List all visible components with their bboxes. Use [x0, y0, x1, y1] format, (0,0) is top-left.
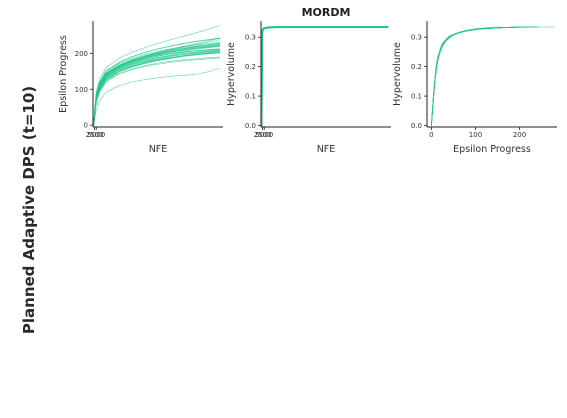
series-line-8: [431, 26, 533, 126]
series-line-2: [260, 26, 389, 127]
series-line-17: [93, 49, 221, 126]
y-tick-label: 0.1: [411, 93, 422, 101]
series-line-28: [93, 37, 221, 126]
series-line-6: [431, 26, 539, 126]
series-line-11: [431, 26, 555, 126]
y-axis-label: Epsilon Progress: [58, 35, 69, 113]
series-line-25: [93, 52, 221, 126]
row-label: Planned Adaptive DPS (t=10): [20, 86, 38, 334]
x-axis-label: NFE: [149, 144, 168, 155]
x-tick-label: 100: [469, 131, 482, 139]
x-tick-label: 2500: [86, 131, 104, 139]
series-line-4: [431, 26, 534, 126]
series-line-27: [93, 50, 221, 126]
series-line-22: [93, 68, 221, 126]
y-tick-label: 0.3: [245, 34, 256, 42]
series-line-12: [431, 26, 502, 126]
x-tick-label: 5000: [87, 131, 105, 139]
y-tick-label: 200: [75, 50, 88, 58]
x-axis-label: NFE: [317, 144, 336, 155]
y-tick-label: 0.3: [411, 34, 422, 42]
series-line-1: [260, 26, 389, 127]
x-tick-label: 5000: [255, 131, 273, 139]
x-tick-label: 200: [513, 131, 526, 139]
series-line-4: [260, 26, 389, 127]
series-group: [260, 26, 389, 127]
y-tick-label: 100: [75, 86, 88, 94]
y-axis-label: Hypervolume: [392, 42, 403, 106]
series-line-29: [93, 50, 221, 126]
y-tick-label: 0: [84, 122, 88, 130]
chart-title: MORDM: [302, 6, 351, 19]
y-tick-label: 0.1: [245, 93, 256, 101]
series-line-30: [93, 44, 221, 126]
series-group: [431, 26, 555, 126]
series-line-16: [431, 26, 539, 126]
x-tick-label: 0: [429, 131, 433, 139]
series-line-5: [93, 57, 221, 126]
y-tick-label: 0.0: [245, 122, 256, 130]
series-line-14: [431, 26, 532, 126]
series-line-21: [93, 24, 221, 126]
x-axis-label: Epsilon Progress: [453, 144, 531, 155]
y-tick-label: 0.0: [411, 122, 422, 130]
series-line-2: [431, 26, 537, 126]
series-line-7: [93, 50, 221, 126]
panel-hypervolume-vs-epsilon: 0 100 200 0.0 0.1 0.2 0.3 Epsilon Progress Hyper…: [392, 21, 557, 155]
y-axis-label: Hypervolume: [226, 42, 237, 106]
series-line-6: [260, 26, 389, 127]
series-line-8: [260, 26, 389, 127]
series-line-5: [260, 26, 389, 127]
series-line-15: [431, 26, 521, 126]
series-group: [93, 24, 221, 126]
y-tick-label: 0.2: [411, 63, 422, 71]
x-tick-label: 2500: [254, 131, 272, 139]
y-tick-label: 0.2: [245, 63, 256, 71]
series-line-7: [260, 26, 389, 127]
series-line-3: [260, 26, 389, 127]
